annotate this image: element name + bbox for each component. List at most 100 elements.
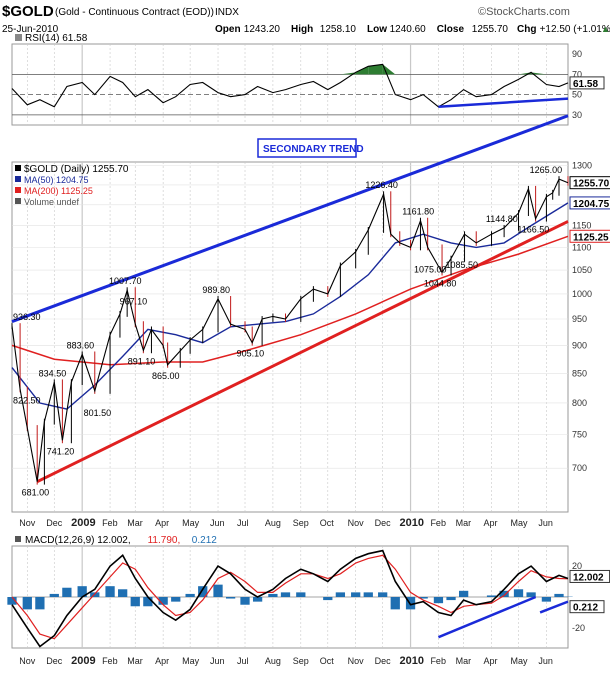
price-data-label: 1166.50	[517, 225, 549, 235]
x-axis-tick-label: Jun	[210, 656, 225, 666]
x-axis-tick-label: Mar	[456, 656, 472, 666]
price-data-label: 1044.80	[424, 279, 457, 289]
quote-label: Low	[367, 24, 387, 35]
price-data-label: 741.20	[47, 446, 75, 456]
macd-panel: -20 20 MACD(12,26,9) 12.002, 11.790, 0.212 12…	[7, 535, 610, 649]
price-legend-swatch	[15, 198, 21, 204]
macd-histogram-bar	[118, 589, 128, 597]
price-tick-label: 1000	[572, 289, 592, 299]
x-axis-tick-label: Dec	[46, 656, 63, 666]
price-frame	[11, 161, 569, 513]
x-axis-tick-label: Feb	[102, 656, 118, 666]
x-axis-tick-label: 2009	[71, 517, 95, 529]
price-data-label: 1085.50	[445, 260, 478, 270]
symbol-exchange: INDX	[215, 7, 239, 18]
rsi-legend-swatch	[15, 34, 22, 41]
macd-histogram-bar	[268, 593, 278, 597]
chg-up-arrow-icon: ▲	[601, 24, 610, 34]
chart-date: 25-Jun-2010	[2, 24, 59, 35]
ma200-line	[11, 235, 569, 366]
price-tick-label: 850	[572, 368, 587, 378]
macd-histogram-bar	[378, 592, 388, 597]
price-data-label: 865.00	[152, 371, 180, 381]
x-axis-tick-label: Jun	[210, 518, 225, 528]
price-line	[11, 178, 569, 482]
macd-histogram-bar	[22, 597, 32, 610]
macd-histogram-bar	[351, 592, 361, 597]
rsi-panel: 30 50 70 90 RSI(14) 61.58 61.58	[11, 33, 605, 126]
macd-histogram-bar	[296, 592, 306, 597]
x-axis-tick-label: Apr	[484, 518, 498, 528]
price-data-label: 1144.80	[486, 214, 518, 224]
macd-histogram-bar	[418, 597, 428, 599]
x-axis-tick-label: Aug	[265, 656, 281, 666]
price-legend-swatch	[15, 176, 21, 182]
price-tick-label: 750	[572, 430, 587, 440]
macd-histogram-bar	[185, 593, 195, 597]
macd-badge-box	[569, 600, 605, 614]
macd-histogram-bar	[390, 597, 400, 610]
x-axis-tick-label: Jun	[538, 656, 553, 666]
macd-histogram-bar	[240, 597, 250, 605]
rsi-overbought-fill	[368, 64, 383, 75]
rsi-last-badge-box	[569, 76, 605, 90]
x-axis-tick-label: Mar	[456, 518, 472, 528]
x-axis-tick-label: Sep	[293, 518, 309, 528]
x-axis-tick-label: Nov	[348, 656, 365, 666]
price-legend-entry: MA(50) 1204.75	[24, 175, 89, 185]
price-badge-blue-box	[569, 196, 610, 210]
price-legend-swatch	[15, 165, 21, 171]
x-axis-tick-label: Mar	[127, 518, 143, 528]
price-data-label: 967.10	[120, 296, 148, 306]
price-tick-label: 800	[572, 398, 587, 408]
quote-label: Chg	[517, 24, 536, 35]
rsi-tick-label: 30	[572, 110, 582, 120]
macd-histogram-bar	[446, 597, 456, 601]
price-data-label: 936.30	[13, 312, 41, 322]
x-axis-tick-label: Sep	[293, 656, 309, 666]
rsi-support-line	[438, 97, 569, 109]
rsi-last-badge: 61.58	[573, 79, 598, 90]
macd-histogram-bar	[7, 597, 17, 605]
secondary-trend-box	[257, 138, 357, 158]
x-axis-tick-label: Apr	[155, 656, 169, 666]
price-legend-entry: MA(200) 1125.25	[24, 186, 93, 196]
x-axis-tick-label: Jul	[237, 518, 249, 528]
macd-legend-entry: 11.790,	[148, 535, 181, 546]
rsi-tick-label: 70	[572, 69, 582, 79]
rsi-legend: RSI(14) 61.58	[25, 33, 88, 44]
price-badge-red-box	[569, 229, 610, 243]
x-axis-tick-label: 2009	[71, 655, 95, 667]
macd-badge: 0.212	[573, 603, 598, 614]
rsi-frame	[11, 43, 569, 126]
x-axis-tick-label: Nov	[19, 656, 36, 666]
secondary-trend-label: SECONDARY TREND	[263, 144, 364, 155]
macd-histogram-bar	[513, 589, 524, 597]
price-data-label: 1007.70	[109, 276, 142, 286]
macd-histogram-bar	[158, 597, 168, 605]
price-badge-blue: 1204.75	[573, 199, 610, 210]
price-tick-label: 950	[572, 314, 587, 324]
price-tick-label: 700	[572, 463, 587, 473]
macd-histogram-bar	[35, 597, 45, 610]
price-tick-label: 1050	[572, 265, 592, 275]
quote-value: 1243.20	[244, 24, 281, 35]
x-axis-tick-label: May	[182, 518, 200, 528]
price-data-label: 681.00	[22, 488, 50, 498]
price-data-label: 905.10	[237, 349, 265, 359]
x-axis-tick-label: Nov	[348, 518, 365, 528]
price-data-label: 1161.80	[402, 207, 434, 217]
x-axis-tick-label: Apr	[155, 518, 169, 528]
x-axis-tick-label: Apr	[484, 656, 498, 666]
x-axis-tick-label: 2010	[400, 655, 424, 667]
quote-label: High	[291, 24, 313, 35]
stockcharts-watermark: ©StockCharts.com	[478, 6, 570, 18]
quote-value: 1258.10	[320, 24, 357, 35]
rsi-overbought-fill	[531, 72, 547, 75]
rsi-tick-label: 90	[572, 49, 582, 59]
macd-histogram-bar	[171, 597, 181, 602]
macd-histogram-bar	[77, 586, 87, 597]
x-axis-tick-label: Oct	[320, 656, 335, 666]
macd-line	[11, 549, 569, 648]
